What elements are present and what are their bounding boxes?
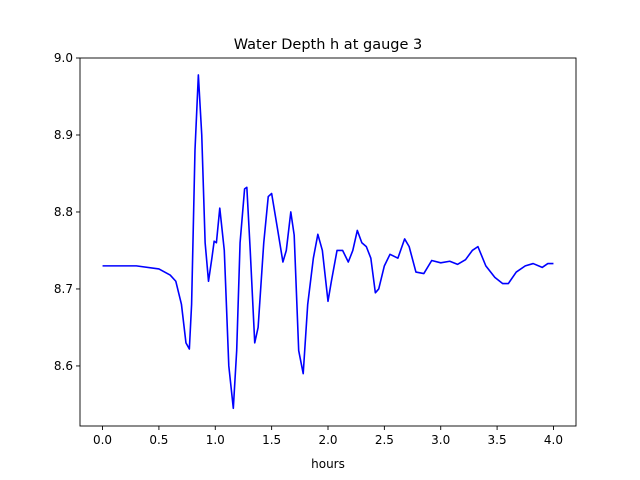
- x-axis-label: hours: [311, 457, 345, 471]
- y-axis: 8.6 8.7 8.8 8.9 9.0: [54, 51, 80, 373]
- x-tick-label: 0.5: [149, 433, 168, 447]
- x-tick-label: 2.5: [375, 433, 394, 447]
- x-tick-label: 2.0: [318, 433, 337, 447]
- plot-area: [102, 74, 554, 410]
- x-tick-label: 0.0: [93, 433, 112, 447]
- y-tick-label: 8.9: [54, 128, 73, 142]
- x-tick-label: 1.0: [206, 433, 225, 447]
- chart-title: Water Depth h at gauge 3: [234, 37, 422, 53]
- y-tick-label: 8.7: [54, 282, 73, 296]
- y-tick-label: 8.8: [54, 205, 73, 219]
- plot-frame: [79, 57, 577, 427]
- x-tick-label: 4.0: [544, 433, 563, 447]
- x-axis: 0.0 0.5 1.0 1.5 2.0 2.5 3.0 3.5 4.0: [93, 426, 563, 447]
- y-tick-label: 9.0: [54, 51, 73, 65]
- y-tick-label: 8.6: [54, 359, 73, 373]
- series-line-0: [102, 74, 554, 410]
- x-tick-label: 1.5: [262, 433, 281, 447]
- x-tick-label: 3.0: [431, 433, 450, 447]
- x-tick-label: 3.5: [488, 433, 507, 447]
